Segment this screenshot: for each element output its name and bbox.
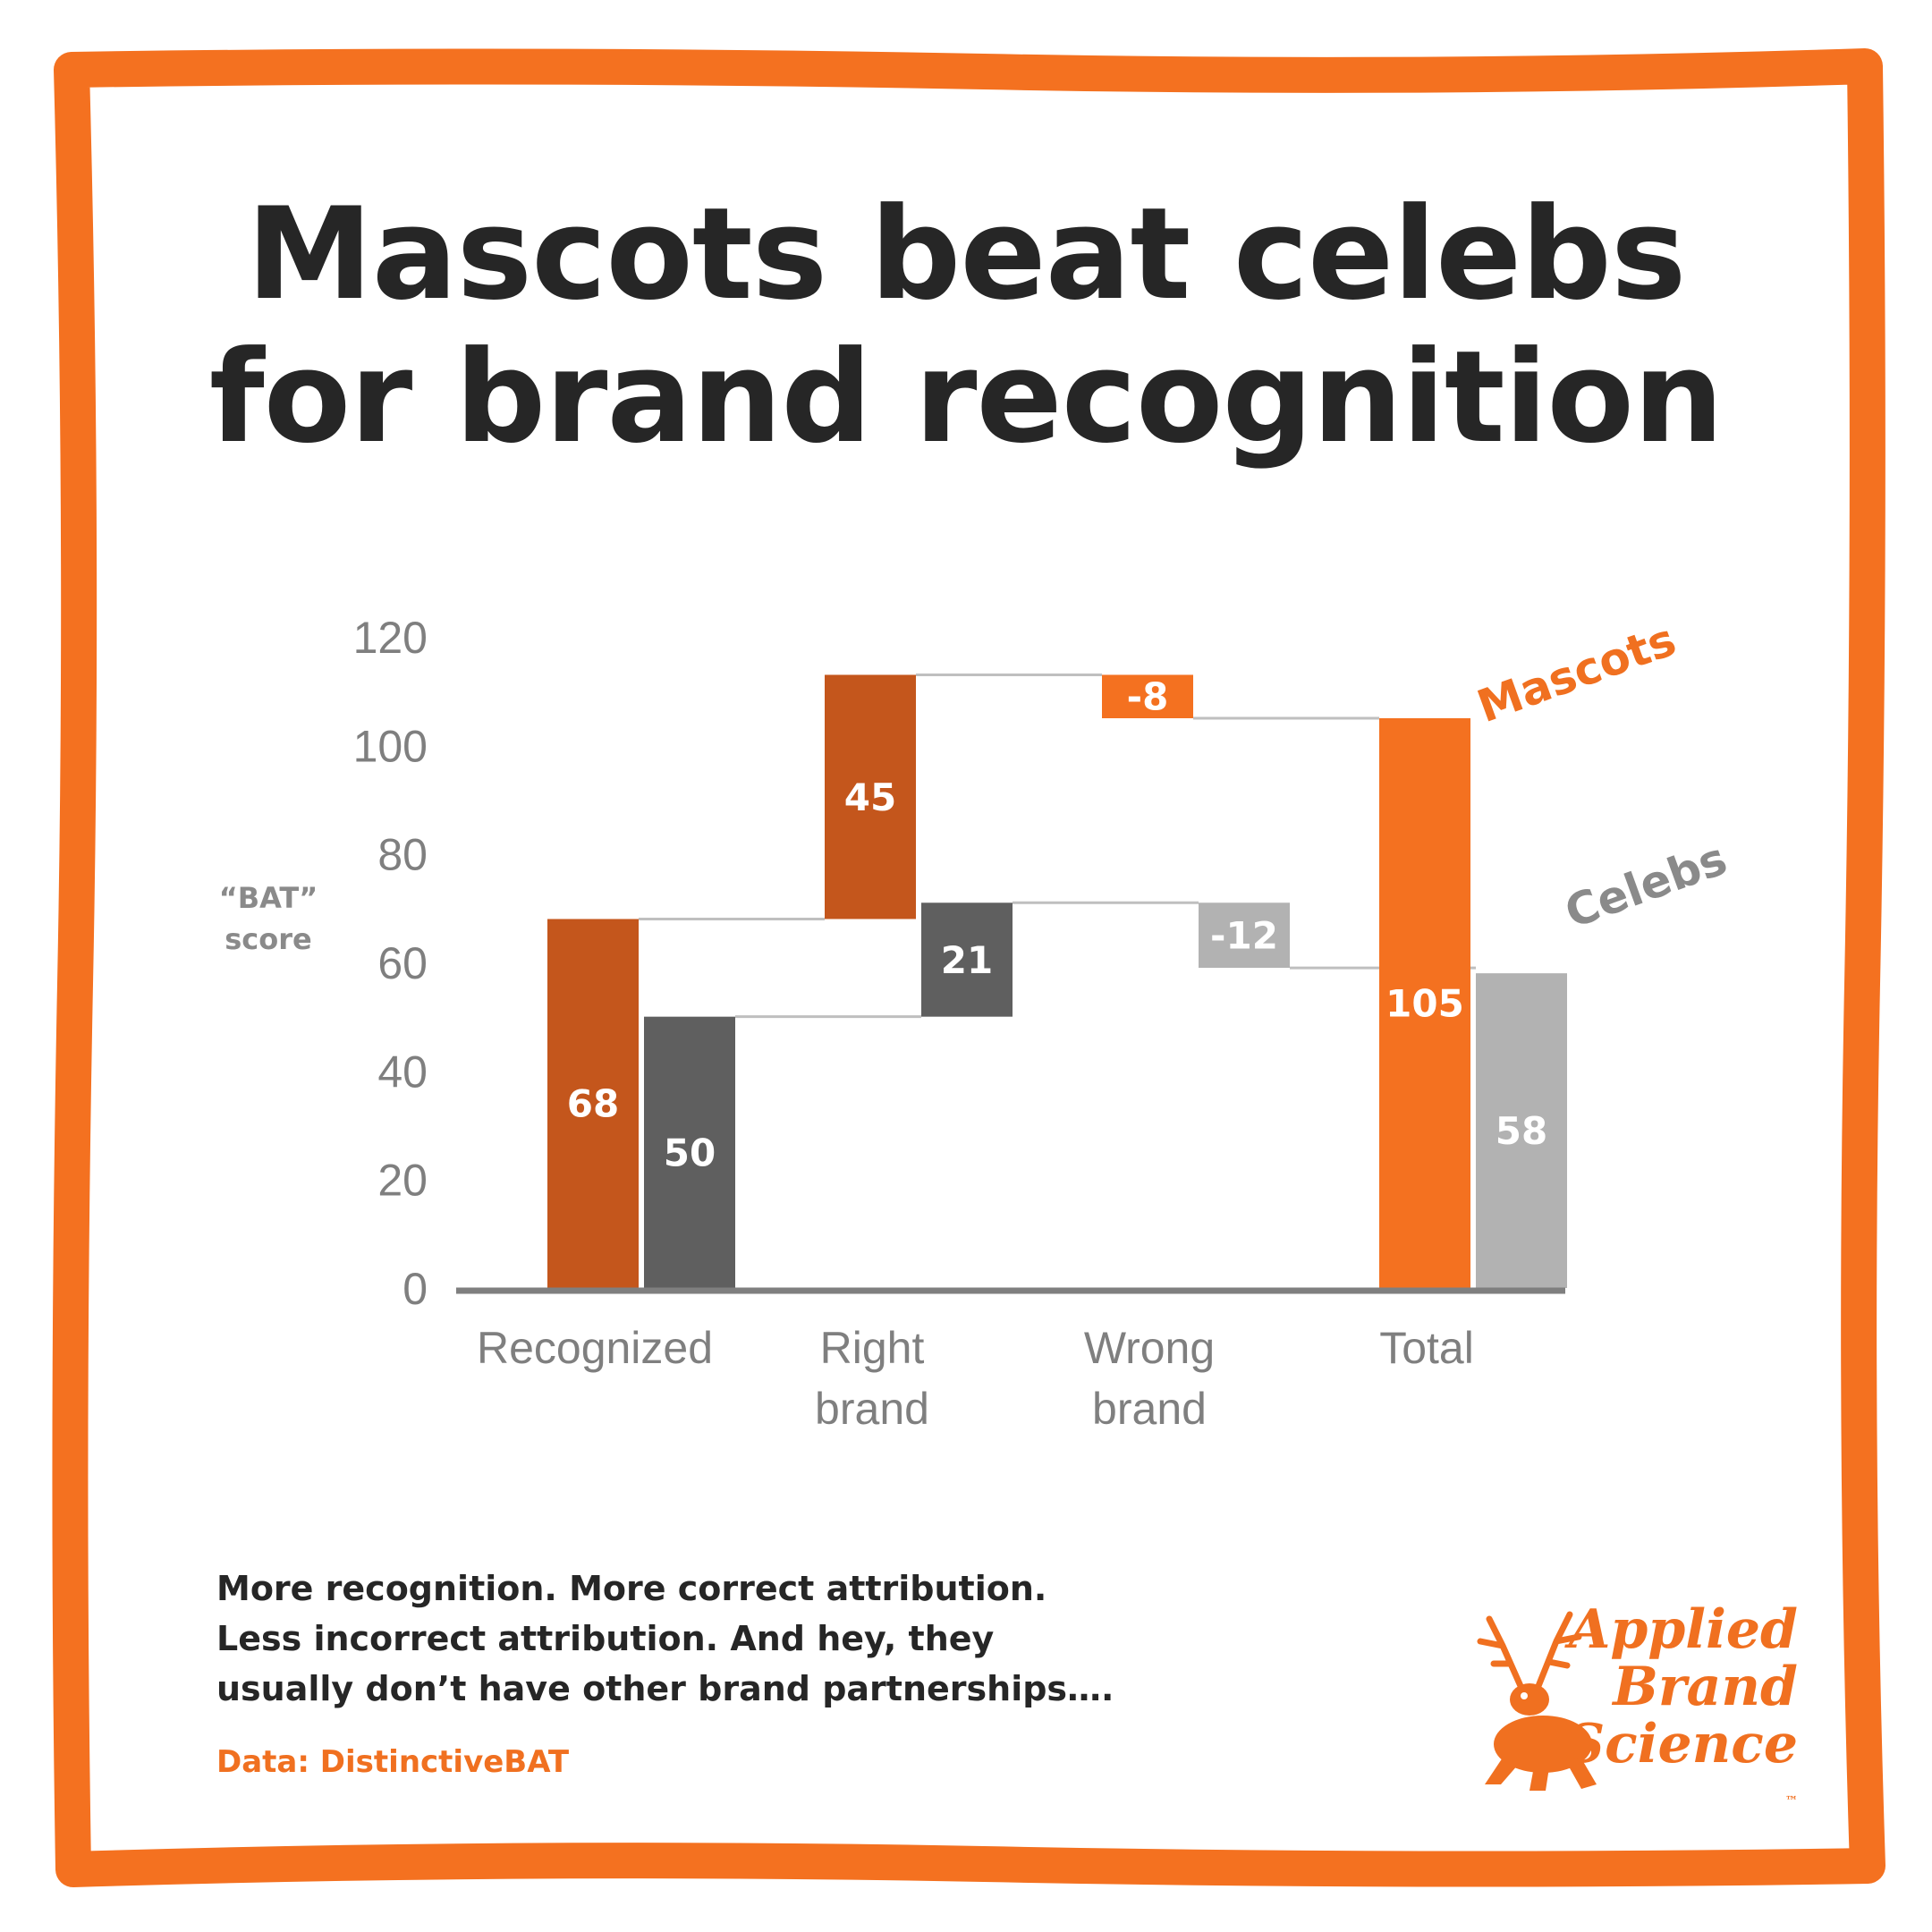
mascots-bar	[547, 919, 639, 1288]
y-tick-label: 20	[377, 1156, 428, 1206]
y-tick-label: 80	[377, 830, 428, 880]
celebs-bar-label: -12	[1210, 914, 1278, 958]
celebs-bar	[1199, 902, 1290, 969]
y-tick-label: 60	[377, 938, 428, 988]
celebs-series-label: Celebs	[1558, 833, 1733, 939]
x-category-label: Right	[820, 1323, 925, 1373]
applied-brand-science-logo: Applied Brand Science ™	[1467, 1601, 1798, 1809]
frame-border	[52, 48, 1885, 1887]
caption-line-1: More recognition. More correct attributi…	[216, 1569, 1047, 1608]
jackalope-icon	[1477, 1611, 1597, 1791]
x-category-label: Recognized	[477, 1323, 713, 1373]
logo-line-applied: Applied	[1568, 1598, 1798, 1661]
logo-wordmark: Applied Brand Science ™	[1566, 1601, 1798, 1830]
y-axis-label: “BAT”	[219, 881, 318, 915]
y-tick-label: 40	[377, 1046, 428, 1097]
caption-line-3: usually don’t have other brand partnersh…	[216, 1669, 1114, 1708]
x-category-label: brand	[815, 1384, 929, 1434]
celebs-bar-label: 21	[941, 938, 993, 982]
chart-title-line-2: for brand recognition	[208, 324, 1724, 471]
mascots-series-label: Mascots	[1470, 614, 1682, 733]
celebs-bar-label: 58	[1496, 1109, 1547, 1153]
y-tick-label: 0	[402, 1264, 428, 1314]
chart-title: Mascots beat celebs for brand recognitio…	[0, 183, 1932, 470]
trademark-symbol: ™	[1785, 1794, 1798, 1809]
y-tick-label: 120	[353, 613, 428, 663]
y-axis-label: score	[225, 922, 311, 956]
logo-science-text: Science	[1565, 1713, 1798, 1775]
data-source: Data: DistinctiveBAT	[216, 1744, 570, 1780]
celebs-bar	[1476, 973, 1567, 1288]
y-tick-label: 100	[353, 721, 428, 771]
celebs-bar	[921, 902, 1013, 1017]
chart-title-line-1: Mascots beat celebs	[246, 181, 1687, 328]
x-category-label: brand	[1092, 1384, 1207, 1434]
logo-line-brand: Brand	[1613, 1656, 1798, 1718]
mascots-bar-label: -8	[1127, 675, 1169, 719]
mascots-bar	[1102, 674, 1193, 718]
mascots-bar-label: 68	[567, 1082, 619, 1126]
x-category-label: Total	[1379, 1323, 1474, 1373]
mascots-bar-label: 45	[844, 775, 896, 819]
celebs-bar-label: 50	[664, 1131, 716, 1174]
x-category-label: Wrong	[1084, 1323, 1215, 1373]
celebs-bar	[644, 1016, 735, 1288]
mascots-bar-label: 105	[1385, 982, 1464, 1026]
logo-line-science: Science ™	[1566, 1716, 1798, 1830]
chart-caption: More recognition. More correct attributi…	[216, 1563, 1200, 1714]
mascots-bar	[1379, 718, 1470, 1288]
mascots-bar	[825, 674, 916, 919]
caption-line-2: Less incorrect attribution. And hey, the…	[216, 1619, 995, 1658]
